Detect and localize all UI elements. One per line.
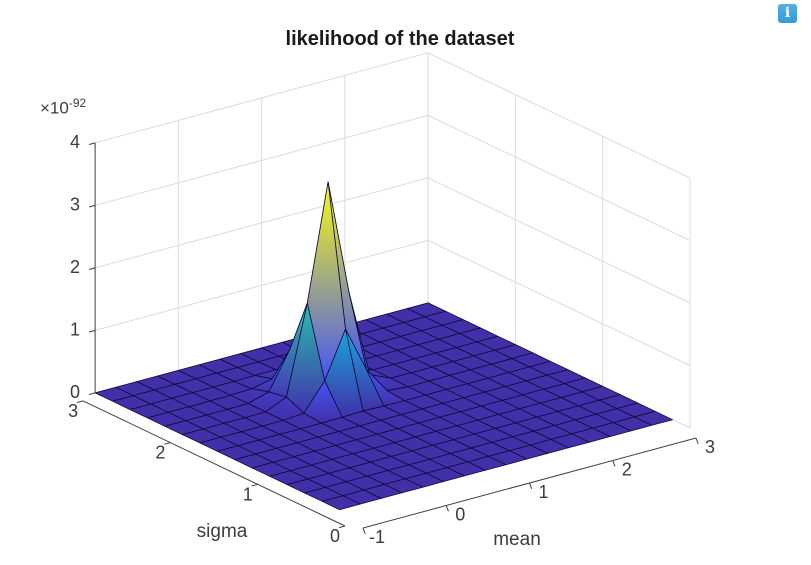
tick-label: 0 [455,505,465,525]
axis-rulers [76,142,699,534]
info-button[interactable]: i [778,4,797,23]
tick-label: 0 [330,526,340,546]
x-axis-label: mean [493,529,541,550]
z-exponent-base: ×10 [40,98,69,118]
tick-label: 3 [70,194,80,214]
chart-title: likelihood of the dataset [285,28,515,50]
tick-label: 2 [622,460,632,480]
tick-label: 0 [70,382,80,402]
tick-label: 1 [538,482,548,502]
tick-label: -1 [369,527,385,547]
tick-label: 4 [70,132,80,152]
surface-face [321,495,361,511]
surface-mesh [94,181,673,511]
info-icon: i [784,5,791,21]
tick-label: 3 [68,401,78,421]
z-exponent-power: -92 [68,96,87,110]
z-axis-exponent: ×10-92 [40,96,86,119]
tick-label: 1 [70,319,80,339]
tick-label: 1 [243,484,253,504]
tick-label: 3 [705,437,715,457]
tick-label: 2 [70,257,80,277]
tick-label: 2 [155,443,165,463]
y-axis-label: sigma [196,521,248,542]
